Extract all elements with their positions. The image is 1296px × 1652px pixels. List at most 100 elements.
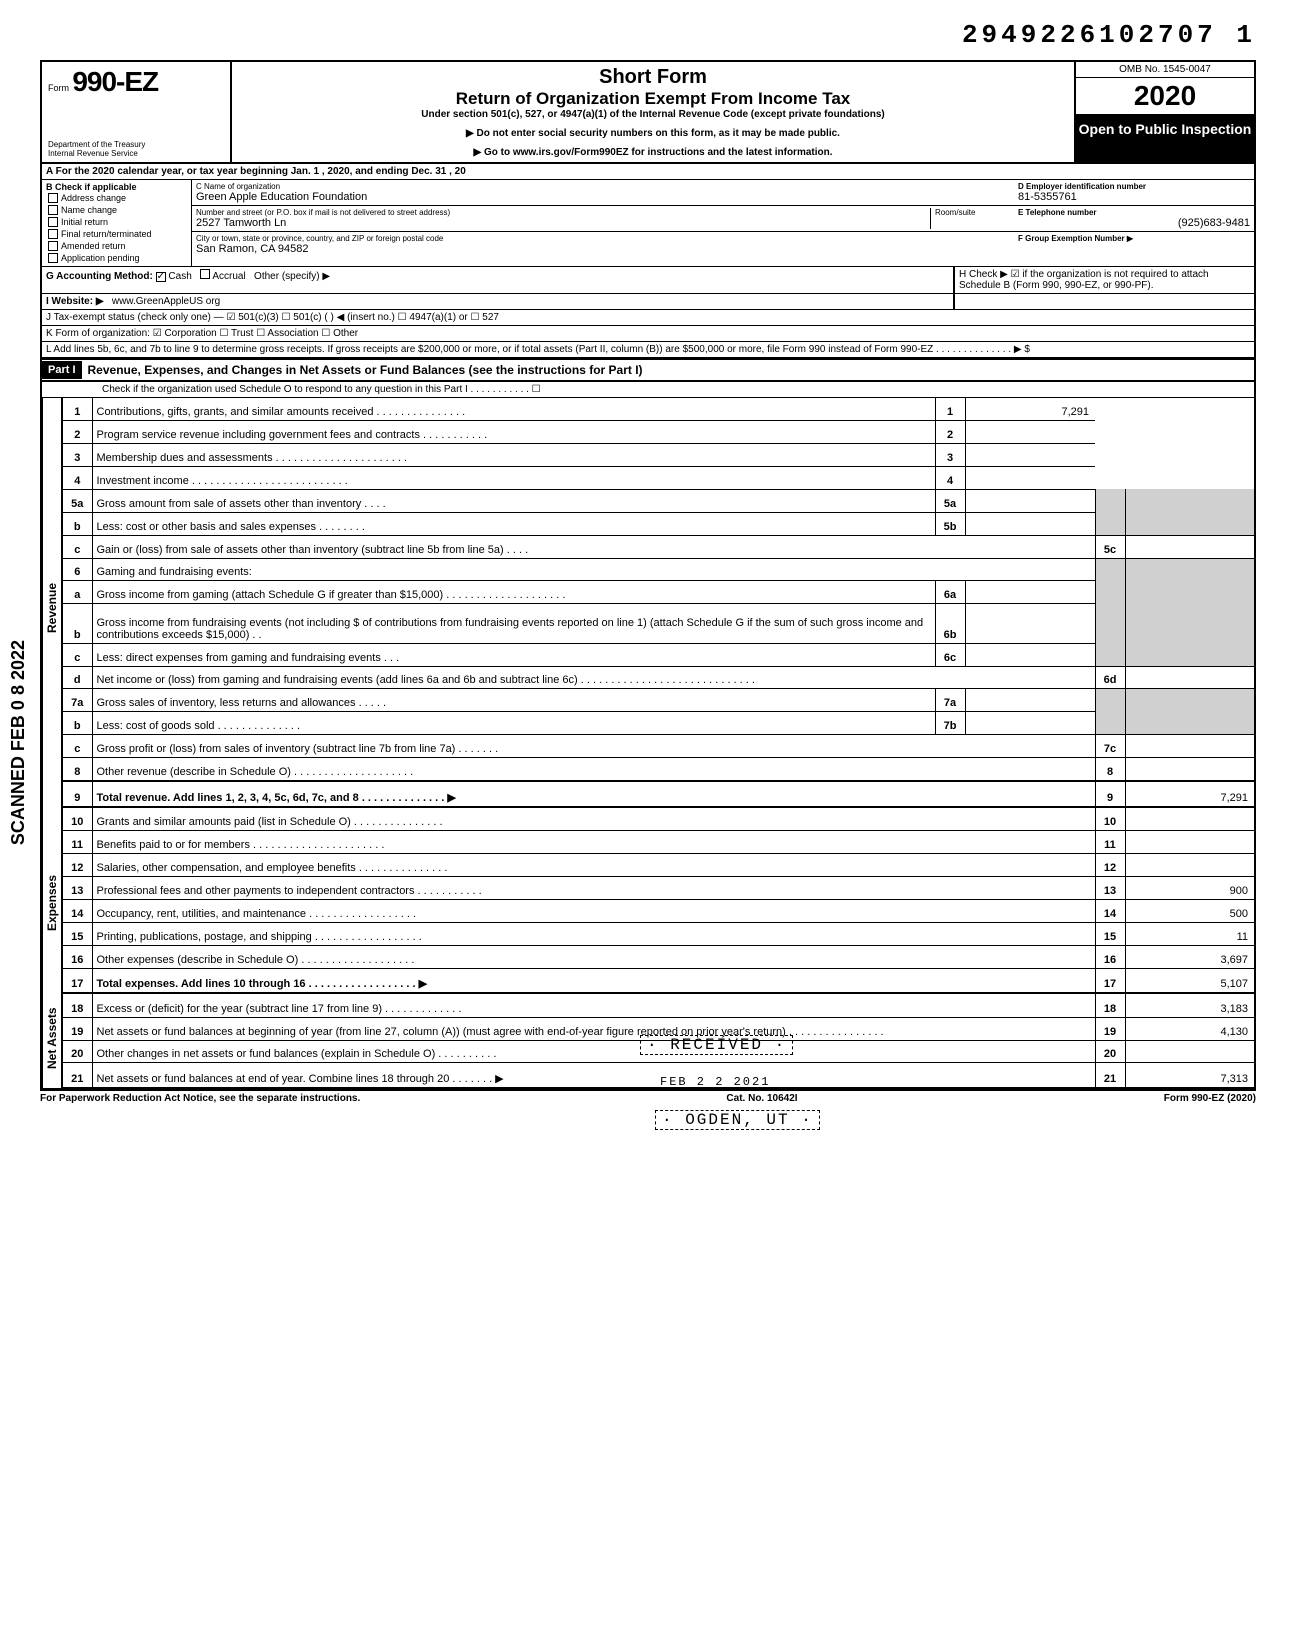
check-application-pending[interactable]: Application pending <box>46 252 187 264</box>
city-label: City or town, state or province, country… <box>196 234 1010 243</box>
k-form-org: K Form of organization: ☑ Corporation ☐ … <box>42 326 1254 341</box>
j-tax-status: J Tax-exempt status (check only one) — ☑… <box>42 310 1254 325</box>
check-initial-return[interactable]: Initial return <box>46 216 187 228</box>
e-phone-cell: E Telephone number (925)683-9481 <box>1014 206 1254 232</box>
f-label: F Group Exemption Number ▶ <box>1018 234 1250 243</box>
line-9: 9Total revenue. Add lines 1, 2, 3, 4, 5c… <box>62 781 1255 807</box>
line-7b: bLess: cost of goods sold . . . . . . . … <box>62 712 1255 735</box>
checkbox-icon <box>48 193 58 203</box>
addr-label: Number and street (or P.O. box if mail i… <box>196 208 930 217</box>
line-17: 17Total expenses. Add lines 10 through 1… <box>62 968 1255 993</box>
line-18: 18Excess or (deficit) for the year (subt… <box>62 993 1255 1017</box>
section-b-checks: B Check if applicable Address change Nam… <box>42 180 192 266</box>
g-h-row: G Accounting Method: Cash Accrual Other … <box>40 267 1256 294</box>
i-label: I Website: ▶ <box>46 296 104 307</box>
check-final-return[interactable]: Final return/terminated <box>46 228 187 240</box>
footer-right: Form 990-EZ (2020) <box>1164 1093 1256 1104</box>
line-2: 2Program service revenue including gover… <box>62 420 1255 443</box>
line-6b: bGross income from fundraising events (n… <box>62 604 1255 643</box>
line-21: 21Net assets or fund balances at end of … <box>62 1063 1255 1088</box>
street-address: 2527 Tamworth Ln <box>196 217 930 229</box>
line-15: 15Printing, publications, postage, and s… <box>62 923 1255 946</box>
checkbox-icon <box>48 217 58 227</box>
line-6c: cLess: direct expenses from gaming and f… <box>62 643 1255 666</box>
identity-row: B Check if applicable Address change Nam… <box>40 180 1256 267</box>
org-name: Green Apple Education Foundation <box>196 191 1010 203</box>
check-name-change[interactable]: Name change <box>46 204 187 216</box>
checkbox-icon <box>48 241 58 251</box>
city-cell: City or town, state or province, country… <box>192 232 1014 257</box>
netassets-section-label: Net Assets <box>42 988 61 1088</box>
h-continued <box>954 294 1254 309</box>
org-info-col: C Name of organization Green Apple Educa… <box>192 180 1014 266</box>
check-amended-label: Amended return <box>61 241 126 251</box>
h-schedule-b: H Check ▶ ☑ if the organization is not r… <box>954 267 1254 293</box>
check-initial-label: Initial return <box>61 217 108 227</box>
line-13: 13Professional fees and other payments t… <box>62 877 1255 900</box>
form-number: 990-EZ <box>72 66 158 97</box>
g-other-label: Other (specify) ▶ <box>254 271 330 282</box>
g-accounting: G Accounting Method: Cash Accrual Other … <box>42 267 954 293</box>
line-a-row: A For the 2020 calendar year, or tax yea… <box>40 164 1256 180</box>
checkbox-accrual[interactable] <box>200 269 210 279</box>
e-label: E Telephone number <box>1018 208 1250 217</box>
subtitle: Under section 501(c), 527, or 4947(a)(1)… <box>238 109 1068 120</box>
form-prefix: Form <box>48 83 69 93</box>
l-gross-receipts-row: L Add lines 5b, 6c, and 7b to line 9 to … <box>40 342 1256 359</box>
check-final-label: Final return/terminated <box>61 229 152 239</box>
line-4: 4Investment income . . . . . . . . . . .… <box>62 466 1255 489</box>
line-14: 14Occupancy, rent, utilities, and mainte… <box>62 900 1255 923</box>
footer-left: For Paperwork Reduction Act Notice, see … <box>40 1093 360 1104</box>
line-19: 19Net assets or fund balances at beginni… <box>62 1017 1255 1040</box>
ein-value: 81-5355761 <box>1018 191 1250 203</box>
c-label: C Name of organization <box>196 182 1010 191</box>
checkbox-cash[interactable] <box>156 272 166 282</box>
right-box: OMB No. 1545-0047 2020 Open to Public In… <box>1074 62 1254 162</box>
part1-subtitle: Check if the organization used Schedule … <box>42 382 1254 397</box>
instruction-link: ▶ Go to www.irs.gov/Form990EZ for instru… <box>238 147 1068 158</box>
check-address-change[interactable]: Address change <box>46 192 187 204</box>
line-5c: cGain or (loss) from sale of assets othe… <box>62 535 1255 558</box>
check-amended-return[interactable]: Amended return <box>46 240 187 252</box>
line-7c: cGross profit or (loss) from sales of in… <box>62 735 1255 758</box>
city-state-zip: San Ramon, CA 94582 <box>196 243 1010 255</box>
document-id: 2949226102707 1 <box>40 20 1256 50</box>
omb-number: OMB No. 1545-0047 <box>1076 62 1254 78</box>
form-header: Form 990-EZ Department of the Treasury I… <box>40 60 1256 164</box>
line-11: 11Benefits paid to or for members . . . … <box>62 831 1255 854</box>
footer-mid: Cat. No. 10642I <box>726 1093 797 1104</box>
room-label: Room/suite <box>935 208 1010 217</box>
l-gross-receipts: L Add lines 5b, 6c, and 7b to line 9 to … <box>42 342 1254 357</box>
instruction-privacy: ▶ Do not enter social security numbers o… <box>238 128 1068 139</box>
lines-table: 1Contributions, gifts, grants, and simil… <box>61 398 1256 1088</box>
line-3: 3Membership dues and assessments . . . .… <box>62 443 1255 466</box>
line-8: 8Other revenue (describe in Schedule O) … <box>62 758 1255 782</box>
line-12: 12Salaries, other compensation, and empl… <box>62 854 1255 877</box>
department-label: Department of the Treasury Internal Reve… <box>48 140 224 158</box>
line-5a: 5aGross amount from sale of assets other… <box>62 489 1255 512</box>
g-accrual-label: Accrual <box>212 271 245 282</box>
line-10: 10Grants and similar amounts paid (list … <box>62 807 1255 831</box>
ogden-stamp: · OGDEN, UT · <box>655 1110 820 1130</box>
b-label: B Check if applicable <box>46 182 187 192</box>
j-tax-status-row: J Tax-exempt status (check only one) — ☑… <box>40 310 1256 326</box>
tax-year: 2020 <box>1076 78 1254 115</box>
part1-title: Revenue, Expenses, and Changes in Net As… <box>82 360 649 380</box>
d-label: D Employer identification number <box>1018 182 1250 191</box>
checkbox-icon <box>48 205 58 215</box>
line-a-text: A For the 2020 calendar year, or tax yea… <box>42 164 1254 179</box>
website-value: www.GreenAppleUS org <box>112 296 220 307</box>
i-website: I Website: ▶ www.GreenAppleUS org <box>42 294 954 309</box>
form-number-box: Form 990-EZ Department of the Treasury I… <box>42 62 232 162</box>
right-info-col: D Employer identification number 81-5355… <box>1014 180 1254 266</box>
street-row: Number and street (or P.O. box if mail i… <box>192 206 1014 232</box>
expenses-section-label: Expenses <box>42 818 61 988</box>
footer: For Paperwork Reduction Act Notice, see … <box>40 1090 1256 1106</box>
checkbox-icon <box>48 253 58 263</box>
inspection-notice: Open to Public Inspection <box>1076 115 1254 162</box>
k-form-org-row: K Form of organization: ☑ Corporation ☐ … <box>40 326 1256 342</box>
part1-label: Part I <box>42 361 82 379</box>
line-5b: bLess: cost or other basis and sales exp… <box>62 512 1255 535</box>
line-1: 1Contributions, gifts, grants, and simil… <box>62 398 1255 420</box>
d-ein-cell: D Employer identification number 81-5355… <box>1014 180 1254 206</box>
